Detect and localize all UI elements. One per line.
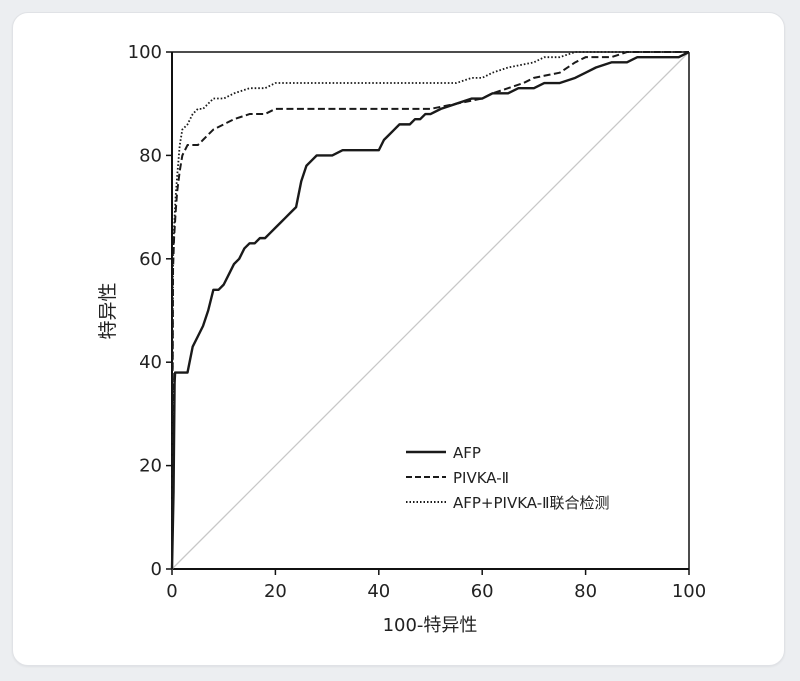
y-tick-label: 40: [139, 352, 162, 373]
ticks: 0 20 40 60 80 100 0 20 40 60 80 100: [128, 42, 707, 602]
legend-label-combined: AFP+PIVKA-Ⅱ联合检测: [453, 494, 610, 512]
series-line-pivka: [171, 51, 689, 570]
series-line-combined: [171, 51, 689, 570]
series-layer: [170, 50, 690, 570]
y-tick-label: 100: [128, 42, 162, 63]
chart-card: 0 20 40 60 80 100 0 20 40 60 80 100 100-特异性 特异性 AFP…: [12, 12, 785, 666]
y-axis-label: 特异性: [97, 282, 119, 339]
y-tick-label: 0: [151, 559, 162, 580]
roc-chart: 0 20 40 60 80 100 0 20 40 60 80 100 100-特异性 特异性 AFP…: [97, 42, 707, 636]
x-tick-label: 80: [574, 581, 597, 602]
series-line-afp: [170, 50, 690, 570]
legend-label-pivka: PIVKA-Ⅱ: [453, 469, 509, 487]
legend: AFP PIVKA-Ⅱ AFP+PIVKA-Ⅱ联合检测: [406, 444, 610, 512]
y-tick-label: 20: [139, 456, 162, 477]
reference-diagonal-line: [171, 51, 690, 570]
x-tick-label: 100: [672, 581, 706, 602]
x-tick-label: 0: [166, 581, 177, 602]
x-tick-label: 40: [367, 581, 390, 602]
y-tick-label: 80: [139, 145, 162, 166]
legend-label-afp: AFP: [453, 444, 481, 462]
x-axis-label: 100-特异性: [383, 615, 478, 636]
x-tick-label: 20: [264, 581, 287, 602]
x-tick-label: 60: [471, 581, 494, 602]
y-tick-label: 60: [139, 249, 162, 270]
reference-line-layer: [171, 51, 690, 570]
